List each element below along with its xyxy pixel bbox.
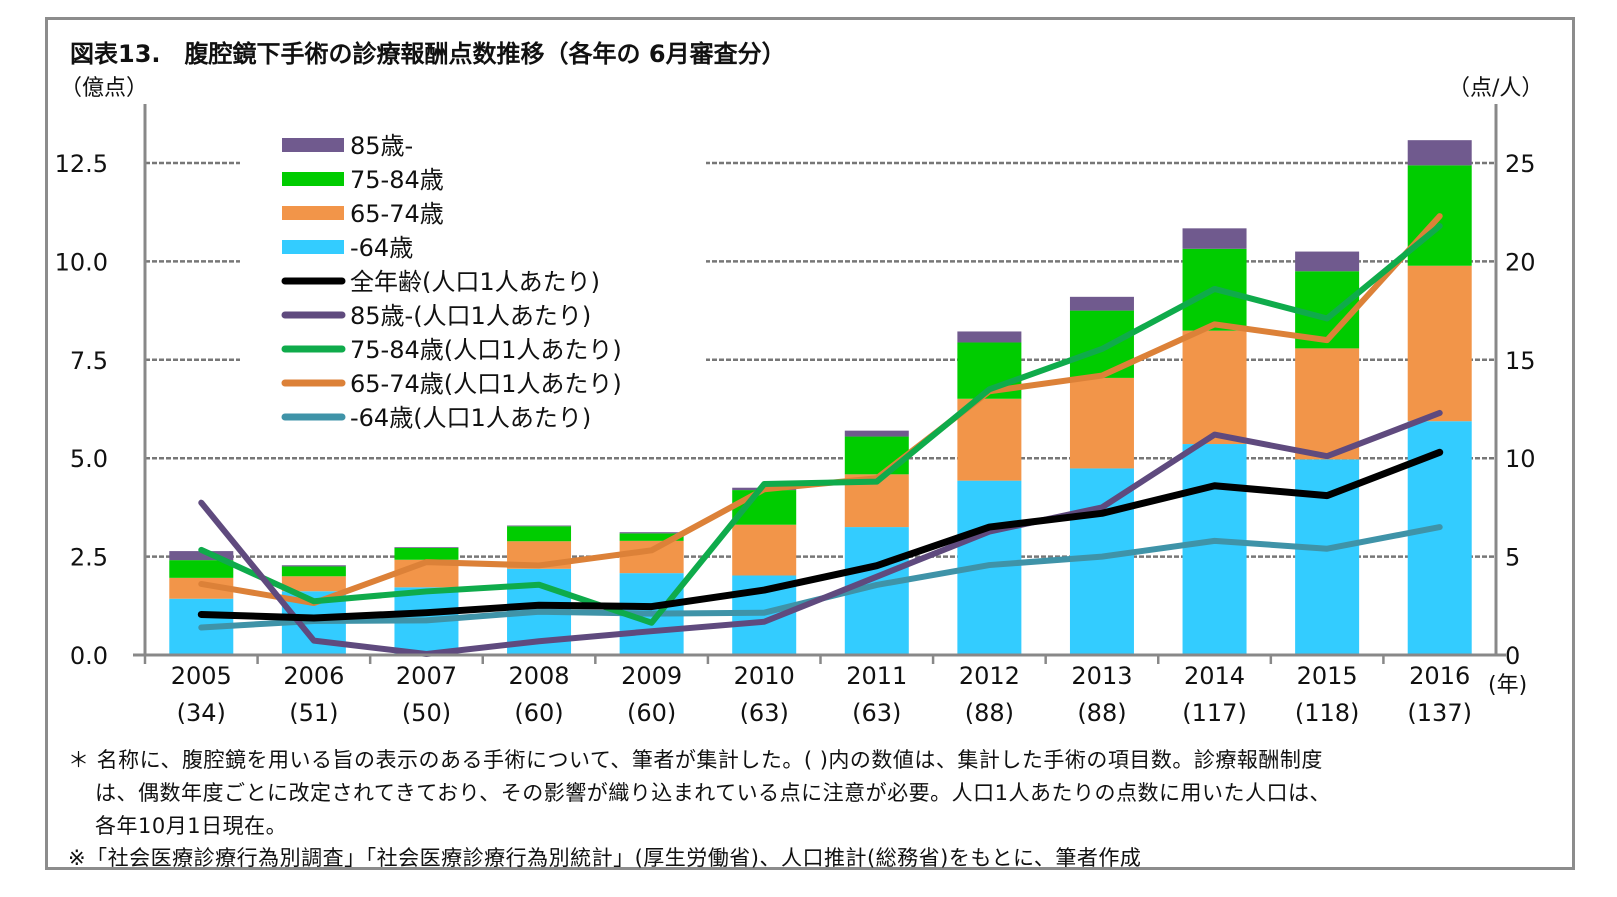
y2-tick-label: 5 <box>1505 544 1520 572</box>
x-tick-label: 2010 <box>734 662 795 690</box>
y2-tick-label: 0 <box>1505 642 1520 670</box>
legend-label: 75-84歳 <box>350 166 444 194</box>
bar-segment <box>1069 377 1134 469</box>
bar-segment <box>1069 296 1134 311</box>
x-tick-count: (137) <box>1407 699 1472 727</box>
legend-label: 75-84歳(人口1人あたり) <box>350 336 622 364</box>
bar-segment <box>1295 348 1360 460</box>
x-tick-count: (117) <box>1182 699 1247 727</box>
x-tick-count: (88) <box>965 699 1014 727</box>
bar-segment <box>844 436 909 475</box>
y2-tick-label: 25 <box>1505 150 1536 178</box>
y-tick-label: 0.0 <box>70 642 108 670</box>
bar-segment <box>619 532 684 534</box>
legend-label: 65-74歳(人口1人あたり) <box>350 370 622 398</box>
x-tick-count: (60) <box>627 699 676 727</box>
x-tick-label: 2012 <box>959 662 1020 690</box>
legend-swatch <box>282 138 344 152</box>
bar-segment <box>169 560 234 578</box>
y-tick-label: 2.5 <box>70 544 108 572</box>
bar-segment <box>507 525 572 527</box>
bar-segment <box>1407 421 1472 655</box>
bar-segment <box>1182 330 1247 445</box>
note-line-3: 各年10月1日現在。 <box>95 814 288 838</box>
legend-label: -64歳(人口1人あたり) <box>350 404 591 432</box>
bar-segment <box>732 524 797 576</box>
bar-segment <box>619 533 684 541</box>
bar-segment <box>1295 251 1360 272</box>
bar-segment <box>281 566 346 577</box>
x-tick-label: 2005 <box>171 662 232 690</box>
x-tick-label: 2006 <box>283 662 344 690</box>
y-tick-label: 10.0 <box>55 248 108 276</box>
bar-segment <box>844 430 909 437</box>
y2-tick-label: 15 <box>1505 347 1536 375</box>
x-axis-unit: (年) <box>1488 673 1527 698</box>
series-line <box>197 448 1444 622</box>
series-line <box>198 222 1443 626</box>
x-tick-label: 2014 <box>1184 662 1245 690</box>
bar-segment <box>1407 140 1472 166</box>
y2-tick-label: 10 <box>1505 445 1536 473</box>
x-tick-count: (51) <box>289 699 338 727</box>
legend-swatch <box>282 240 344 254</box>
y-axis-label: （億点） <box>60 76 148 101</box>
bar-segment <box>169 577 234 599</box>
bar-segment <box>281 576 346 592</box>
x-tick-count: (88) <box>1077 699 1126 727</box>
bar-segment <box>1182 444 1247 655</box>
source-note: ※「社会医療診療行為別調査」「社会医療診療行為別統計」(厚生労働省)、人口推計(… <box>68 846 1142 870</box>
x-tick-label: 2013 <box>1071 662 1132 690</box>
series-line <box>198 409 1443 658</box>
bar-segment <box>1182 228 1247 249</box>
chart-frame <box>45 17 1575 870</box>
y2-axis-label: （点/人） <box>1448 76 1543 101</box>
legend-label: -64歳 <box>350 234 413 262</box>
x-tick-count: (34) <box>177 699 226 727</box>
x-tick-label: 2011 <box>846 662 907 690</box>
x-tick-count: (63) <box>740 699 789 727</box>
x-tick-label: 2009 <box>621 662 682 690</box>
bar-segment <box>1069 468 1134 655</box>
bar-segment <box>957 398 1022 481</box>
bar-segment <box>394 547 459 560</box>
bar-segment <box>281 565 346 567</box>
x-tick-label: 2007 <box>396 662 457 690</box>
bar-segment <box>619 540 684 574</box>
x-tick-count: (63) <box>852 699 901 727</box>
y-tick-label: 5.0 <box>70 445 108 473</box>
note-line-2: は、偶数年度ごとに改定されてきており、その影響が織り込まれている点に注意が必要。… <box>95 781 1331 805</box>
bar-segment <box>507 526 572 542</box>
note-line-1: ＊ 名称に、腹腔鏡を用いる旨の表示のある手術について、筆者が集計した。( )内の… <box>68 748 1323 772</box>
y-tick-label: 12.5 <box>55 150 108 178</box>
legend-swatch <box>282 172 344 186</box>
y2-tick-label: 20 <box>1505 248 1536 276</box>
legend-label: 85歳-(人口1人あたり) <box>350 302 591 330</box>
legend-label: 全年齢(人口1人あたり) <box>350 268 600 296</box>
x-tick-label: 2008 <box>509 662 570 690</box>
y-tick-label: 7.5 <box>70 347 108 375</box>
bar-segment <box>169 551 234 561</box>
bar-segment <box>394 547 459 548</box>
x-tick-count: (118) <box>1295 699 1360 727</box>
x-tick-count: (60) <box>514 699 563 727</box>
bar-segment <box>1407 265 1472 422</box>
legend-label: 85歳- <box>350 132 413 160</box>
legend-label: 65-74歳 <box>350 200 444 228</box>
legend-swatch <box>282 206 344 220</box>
x-tick-count: (50) <box>402 699 451 727</box>
x-tick-label: 2016 <box>1409 662 1470 690</box>
chart-title: 図表13. 腹腔鏡下手術の診療報酬点数推移（各年の 6月審査分） <box>70 40 786 68</box>
x-tick-label: 2015 <box>1297 662 1358 690</box>
bar-segment <box>957 331 1022 343</box>
